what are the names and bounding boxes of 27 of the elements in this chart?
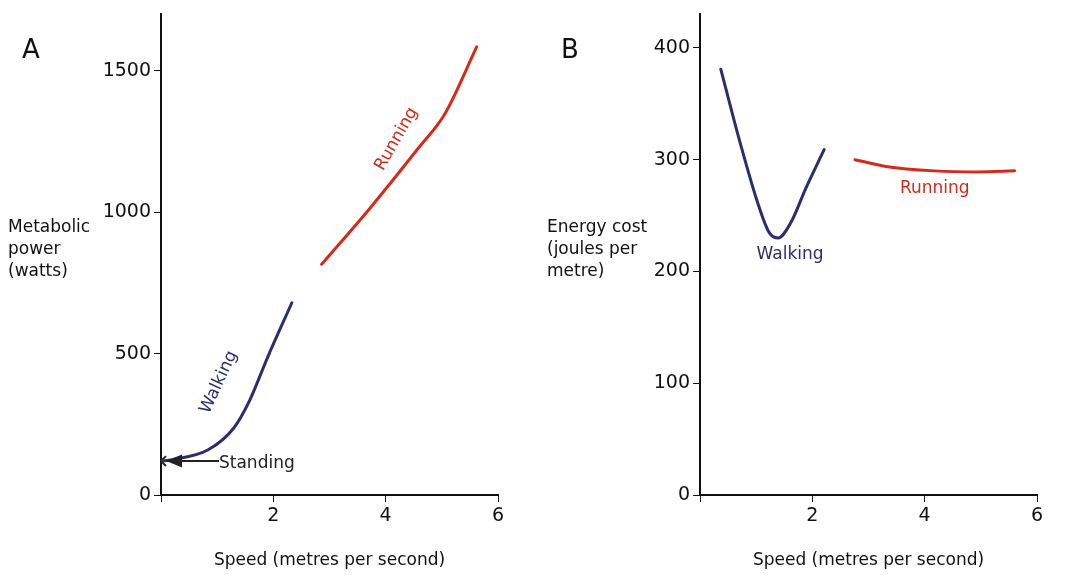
y-tick-label: 100: [653, 370, 690, 393]
y-tick-label: 1000: [102, 199, 151, 222]
x-tick-label: 4: [379, 503, 392, 526]
line-series: [853, 158, 1017, 174]
y-tick-label: 500: [114, 340, 151, 363]
y-axis-title: Metabolic power (watts): [8, 216, 91, 281]
y-axis-title: Energy cost (joules per metre): [547, 216, 648, 281]
x-tick-label: 6: [491, 503, 505, 526]
line-series: [719, 67, 826, 240]
legend-label: Standing: [219, 452, 295, 473]
x-tick-label: 6: [1030, 503, 1044, 526]
series-label: Running: [899, 176, 970, 197]
y-tick-label: 0: [677, 481, 690, 504]
x-axis-title: Speed (metres per second): [213, 549, 446, 570]
y-tick-label: 300: [653, 146, 690, 169]
text: B: [561, 34, 579, 64]
series-label: Walking: [756, 242, 824, 263]
x-tick-label: 2: [267, 503, 280, 526]
y-tick-label: 200: [653, 258, 690, 281]
text: A: [22, 34, 40, 64]
x-axis-title: Speed (metres per second): [752, 549, 985, 570]
x-tick-label: 2: [806, 503, 819, 526]
y-tick-label: 0: [138, 481, 151, 504]
line-series: [320, 45, 479, 266]
y-tick-label: 1500: [102, 57, 151, 80]
x-tick-label: 4: [918, 503, 931, 526]
y-tick-label: 400: [653, 34, 690, 57]
